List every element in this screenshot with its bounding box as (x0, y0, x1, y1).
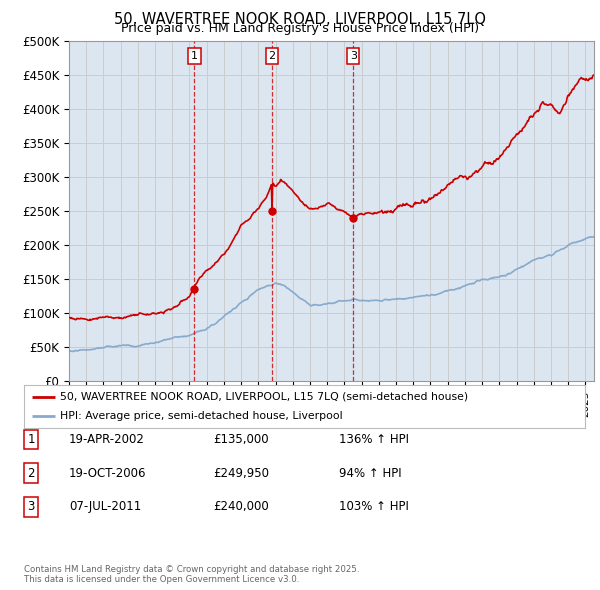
Text: 19-APR-2002: 19-APR-2002 (69, 433, 145, 446)
Text: 2: 2 (28, 467, 35, 480)
Text: 19-OCT-2006: 19-OCT-2006 (69, 467, 146, 480)
Text: 136% ↑ HPI: 136% ↑ HPI (339, 433, 409, 446)
Text: 3: 3 (350, 51, 356, 61)
Text: 1: 1 (191, 51, 198, 61)
Text: 3: 3 (28, 500, 35, 513)
Text: 94% ↑ HPI: 94% ↑ HPI (339, 467, 401, 480)
Text: 103% ↑ HPI: 103% ↑ HPI (339, 500, 409, 513)
Text: 1: 1 (28, 433, 35, 446)
Text: 50, WAVERTREE NOOK ROAD, LIVERPOOL, L15 7LQ (semi-detached house): 50, WAVERTREE NOOK ROAD, LIVERPOOL, L15 … (61, 392, 469, 402)
Text: Price paid vs. HM Land Registry's House Price Index (HPI): Price paid vs. HM Land Registry's House … (121, 22, 479, 35)
Text: HPI: Average price, semi-detached house, Liverpool: HPI: Average price, semi-detached house,… (61, 411, 343, 421)
Text: 07-JUL-2011: 07-JUL-2011 (69, 500, 141, 513)
Text: £249,950: £249,950 (213, 467, 269, 480)
Text: 2: 2 (269, 51, 275, 61)
Text: £240,000: £240,000 (213, 500, 269, 513)
Text: 50, WAVERTREE NOOK ROAD, LIVERPOOL, L15 7LQ: 50, WAVERTREE NOOK ROAD, LIVERPOOL, L15 … (114, 12, 486, 27)
Text: Contains HM Land Registry data © Crown copyright and database right 2025.
This d: Contains HM Land Registry data © Crown c… (24, 565, 359, 584)
Text: £135,000: £135,000 (213, 433, 269, 446)
